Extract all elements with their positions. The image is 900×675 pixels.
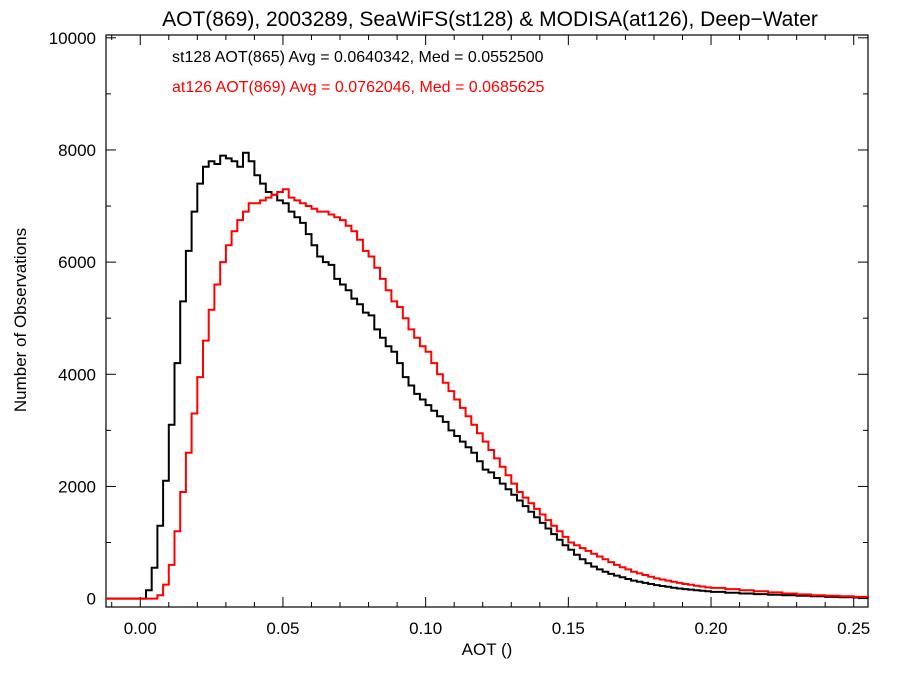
y-tick-label: 8000 — [58, 141, 96, 160]
x-tick-label: 0.05 — [266, 619, 299, 638]
y-axis-title: Number of Observations — [11, 228, 30, 412]
legend-entry-st128: st128 AOT(865) Avg = 0.0640342, Med = 0.… — [172, 49, 544, 66]
y-tick-label: 6000 — [58, 253, 96, 272]
y-tick-label: 0 — [87, 590, 96, 609]
chart-title: AOT(869), 2003289, SeaWiFS(st128) & MODI… — [162, 8, 818, 31]
x-tick-label: 0.25 — [837, 619, 870, 638]
y-tick-label: 2000 — [58, 477, 96, 496]
plot-frame — [105, 34, 869, 608]
x-tick-label: 0.15 — [552, 619, 585, 638]
legend-entry-at126: at126 AOT(869) Avg = 0.0762046, Med = 0.… — [172, 79, 545, 96]
x-tick-label: 0.00 — [124, 619, 157, 638]
series-line-st128 — [106, 151, 869, 600]
series-line-at126 — [106, 188, 869, 600]
y-tick-label: 10000 — [49, 29, 96, 48]
plot-border — [105, 34, 869, 608]
x-axis-title: AOT () — [462, 640, 513, 659]
x-tick-label: 0.10 — [409, 619, 442, 638]
x-tick-label: 0.20 — [694, 619, 727, 638]
y-axis: 0 2000 4000 6000 8000 10000 — [49, 29, 868, 609]
y-tick-label: 4000 — [58, 365, 96, 384]
x-axis: 0.00 0.05 0.10 0.15 0.20 0.25 — [111, 35, 870, 638]
series-layer — [106, 151, 869, 600]
